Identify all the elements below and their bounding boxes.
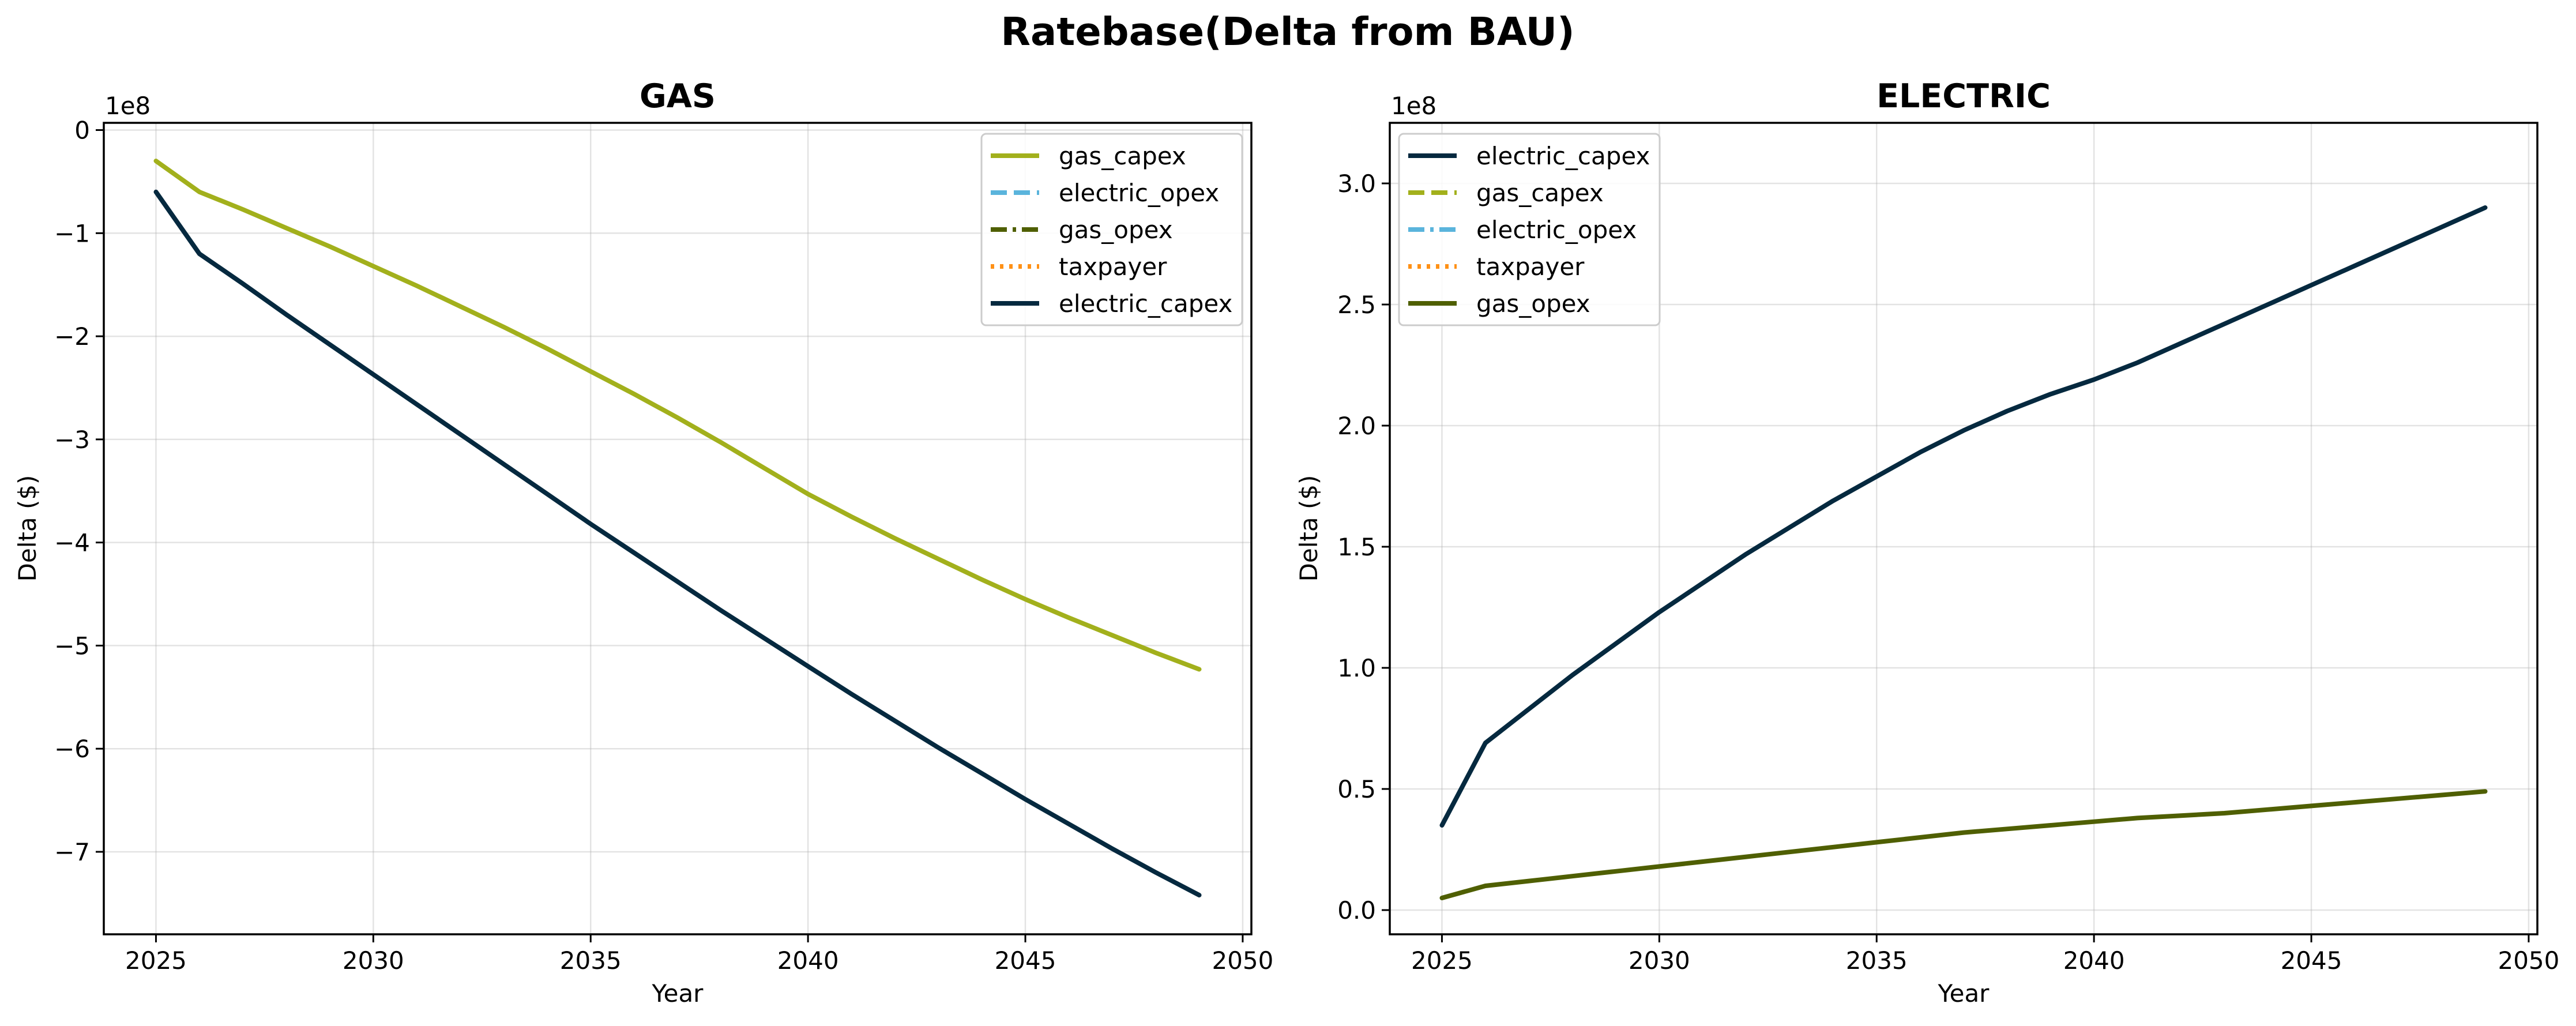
electric-panel: ELECTRIC 1e8 2025 2030 2035 2040 2045 2050 0.… — [1295, 77, 2559, 1008]
electric-legend-label-gas-opex: gas_opex — [1476, 290, 1590, 318]
gas-legend-label-gas-capex: gas_capex — [1059, 142, 1186, 170]
electric-y-tick-label: 2.5 — [1337, 291, 1376, 319]
gas-legend: gas_capex electric_opex gas_opex taxpayer el… — [980, 133, 1243, 326]
gas-y-ticks: 0 −1 −2 −3 −4 −5 −6 −7 — [54, 116, 104, 866]
electric-series-electric-capex — [1439, 205, 2488, 828]
electric-legend-label-electric-capex: electric_capex — [1476, 142, 1650, 170]
gas-y-tick-label: 0 — [74, 116, 90, 145]
gas-plot-frame — [103, 122, 1253, 935]
gas-x-axis-label: Year — [652, 979, 704, 1008]
electric-legend-label-electric-opex: electric_opex — [1476, 216, 1637, 244]
electric-series-layer — [1439, 205, 2488, 900]
electric-y-tick-label: 3.0 — [1337, 170, 1376, 198]
electric-legend-box — [1398, 133, 1661, 326]
gas-y-tick-label: −3 — [54, 426, 90, 454]
gas-panel-title: GAS — [640, 77, 716, 115]
gas-x-tick-label: 2035 — [560, 946, 622, 975]
gas-legend-label-gas-opex: gas_opex — [1059, 216, 1173, 244]
electric-panel-title: ELECTRIC — [1876, 77, 2051, 115]
gas-x-tick-label: 2050 — [1212, 946, 1273, 975]
electric-x-axis-label: Year — [1938, 979, 1990, 1008]
gas-series-gas-capex — [153, 159, 1202, 672]
electric-y-axis-label: Delta ($) — [1295, 475, 1323, 582]
electric-y-tick-label: 0.0 — [1337, 896, 1376, 924]
gas-series-electric-capex — [153, 189, 1202, 898]
figure-title: Ratebase(Delta from BAU) — [1001, 9, 1574, 54]
electric-plot-frame — [1389, 122, 2539, 935]
gas-y-tick-label: −1 — [54, 219, 90, 247]
electric-x-tick-label: 2045 — [2281, 946, 2342, 975]
gas-legend-box — [980, 133, 1243, 326]
gas-y-tick-label: −5 — [54, 632, 90, 660]
gas-y-offset-label: 1e8 — [105, 92, 151, 120]
electric-x-tick-label: 2030 — [1629, 946, 1690, 975]
gas-x-tick-label: 2025 — [125, 946, 187, 975]
electric-y-tick-label: 0.5 — [1337, 775, 1376, 803]
gas-y-tick-label: −2 — [54, 322, 90, 351]
electric-x-tick-label: 2050 — [2498, 946, 2559, 975]
gas-y-tick-label: −7 — [54, 838, 90, 866]
electric-x-tick-label: 2040 — [2063, 946, 2125, 975]
gas-y-tick-label: −4 — [54, 529, 90, 557]
electric-x-tick-label: 2025 — [1411, 946, 1473, 975]
electric-series-gas-opex — [1439, 789, 2488, 900]
gas-x-tick-label: 2040 — [777, 946, 839, 975]
electric-y-offset-label: 1e8 — [1391, 92, 1436, 120]
electric-legend-label-gas-capex: gas_capex — [1476, 179, 1604, 207]
gas-legend-label-electric-capex: electric_capex — [1059, 290, 1232, 318]
electric-y-ticks: 0.0 0.5 1.0 1.5 2.0 2.5 3.0 — [1337, 170, 1390, 924]
electric-x-tick-label: 2035 — [1846, 946, 1908, 975]
gas-x-tick-label: 2030 — [343, 946, 404, 975]
electric-legend: electric_capex gas_capex electric_opextaxp… — [1398, 133, 1661, 326]
gas-series-layer — [153, 159, 1202, 898]
electric-legend-label-taxpayer: taxpayer — [1476, 253, 1585, 281]
gas-x-ticks: 2025 2030 2035 2040 2045 2050 — [125, 934, 1273, 975]
gas-y-axis-label: Delta ($) — [13, 475, 42, 582]
gas-legend-label-electric-opex: electric_opex — [1059, 179, 1219, 207]
gas-panel: GAS 1e8 2025 2030 2035 2040 2045 2050 0 −1 −2 −3… — [13, 77, 1273, 1008]
electric-y-tick-label: 2.0 — [1337, 412, 1376, 440]
gas-y-tick-label: −6 — [54, 735, 90, 763]
electric-y-tick-label: 1.5 — [1337, 533, 1376, 561]
gas-x-tick-label: 2045 — [995, 946, 1056, 975]
electric-x-ticks: 2025 2030 2035 2040 2045 2050 — [1411, 934, 2559, 975]
electric-y-tick-label: 1.0 — [1337, 654, 1376, 682]
gas-legend-label-taxpayer: taxpayer — [1059, 253, 1167, 281]
